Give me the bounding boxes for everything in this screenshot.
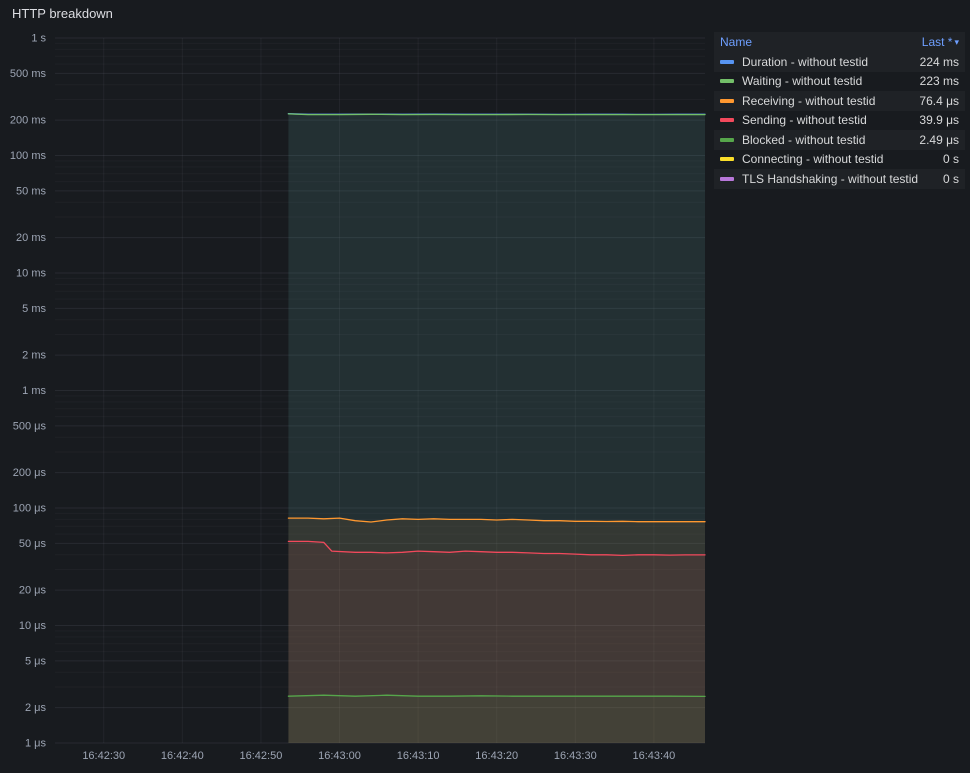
series-line — [287, 694, 706, 698]
svg-text:2 μs: 2 μs — [25, 702, 47, 714]
legend-column-last[interactable]: Last * ▾ — [922, 35, 959, 49]
svg-text:10 ms: 10 ms — [16, 268, 46, 280]
svg-text:16:43:10: 16:43:10 — [397, 750, 440, 762]
series-fill — [288, 113, 705, 743]
legend-value: 0 s — [942, 171, 959, 186]
legend-item[interactable]: Sending - without testid 39.9 μs — [714, 111, 965, 131]
svg-text:50 μs: 50 μs — [19, 538, 47, 550]
legend-rows: Duration - without testid 224 ms Waiting -… — [714, 52, 965, 189]
svg-text:500 ms: 500 ms — [10, 68, 47, 80]
svg-text:200 μs: 200 μs — [13, 467, 47, 479]
legend-value: 0 s — [942, 152, 959, 167]
svg-text:500 μs: 500 μs — [13, 420, 47, 432]
sort-desc-icon: ▾ — [954, 36, 959, 47]
svg-text:2 ms: 2 ms — [22, 350, 46, 362]
legend-item[interactable]: Waiting - without testid 223 ms — [714, 72, 965, 92]
svg-text:16:42:40: 16:42:40 — [161, 750, 204, 762]
legend-header: Name Last * ▾ — [714, 32, 965, 52]
series-color-swatch — [720, 176, 734, 181]
series-line — [287, 113, 706, 116]
legend-item[interactable]: Duration - without testid 224 ms — [714, 52, 965, 72]
svg-text:50 ms: 50 ms — [16, 185, 46, 197]
legend-label: Sending - without testid — [742, 113, 867, 128]
series-fill — [288, 541, 705, 743]
legend-table: Name Last * ▾ Duration - without testid 2… — [714, 32, 965, 189]
series-color-swatch — [720, 59, 734, 64]
svg-text:16:43:40: 16:43:40 — [632, 750, 675, 762]
svg-text:1 s: 1 s — [31, 33, 46, 45]
legend-item[interactable]: TLS Handshaking - without testid 0 s — [714, 169, 965, 189]
svg-text:10 μs: 10 μs — [19, 620, 47, 632]
series-fill — [288, 518, 705, 743]
legend-value: 223 ms — [919, 74, 959, 89]
legend-item[interactable]: Receiving - without testid 76.4 μs — [714, 91, 965, 111]
series-line — [287, 517, 706, 523]
legend-value: 76.4 μs — [919, 93, 959, 108]
series-line — [287, 540, 706, 557]
svg-text:1 ms: 1 ms — [22, 385, 46, 397]
legend-label: TLS Handshaking - without testid — [742, 171, 919, 186]
svg-text:100 ms: 100 ms — [10, 150, 47, 162]
svg-text:100 μs: 100 μs — [13, 503, 47, 515]
svg-text:5 ms: 5 ms — [22, 303, 46, 315]
svg-text:5 μs: 5 μs — [25, 655, 47, 667]
legend-label: Connecting - without testid — [742, 152, 884, 167]
legend-item[interactable]: Connecting - without testid 0 s — [714, 150, 965, 170]
grid-vertical — [103, 38, 655, 743]
svg-text:1 μs: 1 μs — [25, 738, 47, 750]
series-fill — [288, 113, 705, 743]
grid-major-h — [55, 37, 705, 744]
series-color-swatch — [720, 79, 734, 84]
svg-text:16:43:20: 16:43:20 — [475, 750, 518, 762]
panel-title[interactable]: HTTP breakdown — [12, 6, 113, 21]
legend-label: Blocked - without testid — [742, 132, 866, 147]
legend-label: Duration - without testid — [742, 54, 869, 69]
series-color-swatch — [720, 118, 734, 123]
svg-text:20 ms: 20 ms — [16, 232, 46, 244]
svg-text:200 ms: 200 ms — [10, 115, 47, 127]
legend-column-last-label: Last * — [921, 35, 953, 49]
series-fill — [288, 695, 705, 743]
svg-text:16:42:50: 16:42:50 — [240, 750, 283, 762]
svg-text:16:43:00: 16:43:00 — [318, 750, 361, 762]
y-axis-labels: 1 s 500 ms 200 ms 100 ms 50 ms 20 ms 10 ms 5 ms… — [10, 33, 47, 750]
svg-text:16:43:30: 16:43:30 — [554, 750, 597, 762]
legend-column-name[interactable]: Name — [720, 35, 753, 49]
svg-text:16:42:30: 16:42:30 — [82, 750, 125, 762]
svg-text:20 μs: 20 μs — [19, 585, 47, 597]
series-color-swatch — [720, 98, 734, 103]
x-axis-labels: 16:42:30 16:42:40 16:42:50 16:43:00 16:43:10… — [82, 750, 675, 762]
legend-value: 39.9 μs — [919, 113, 959, 128]
grid-minor-h — [55, 42, 705, 688]
legend-item[interactable]: Blocked - without testid 2.49 μs — [714, 130, 965, 150]
legend-value: 2.49 μs — [919, 132, 959, 147]
series-color-swatch — [720, 157, 734, 162]
legend-label: Receiving - without testid — [742, 93, 876, 108]
legend-value: 224 ms — [919, 54, 959, 69]
legend-label: Waiting - without testid — [742, 74, 863, 89]
series-color-swatch — [720, 137, 734, 142]
